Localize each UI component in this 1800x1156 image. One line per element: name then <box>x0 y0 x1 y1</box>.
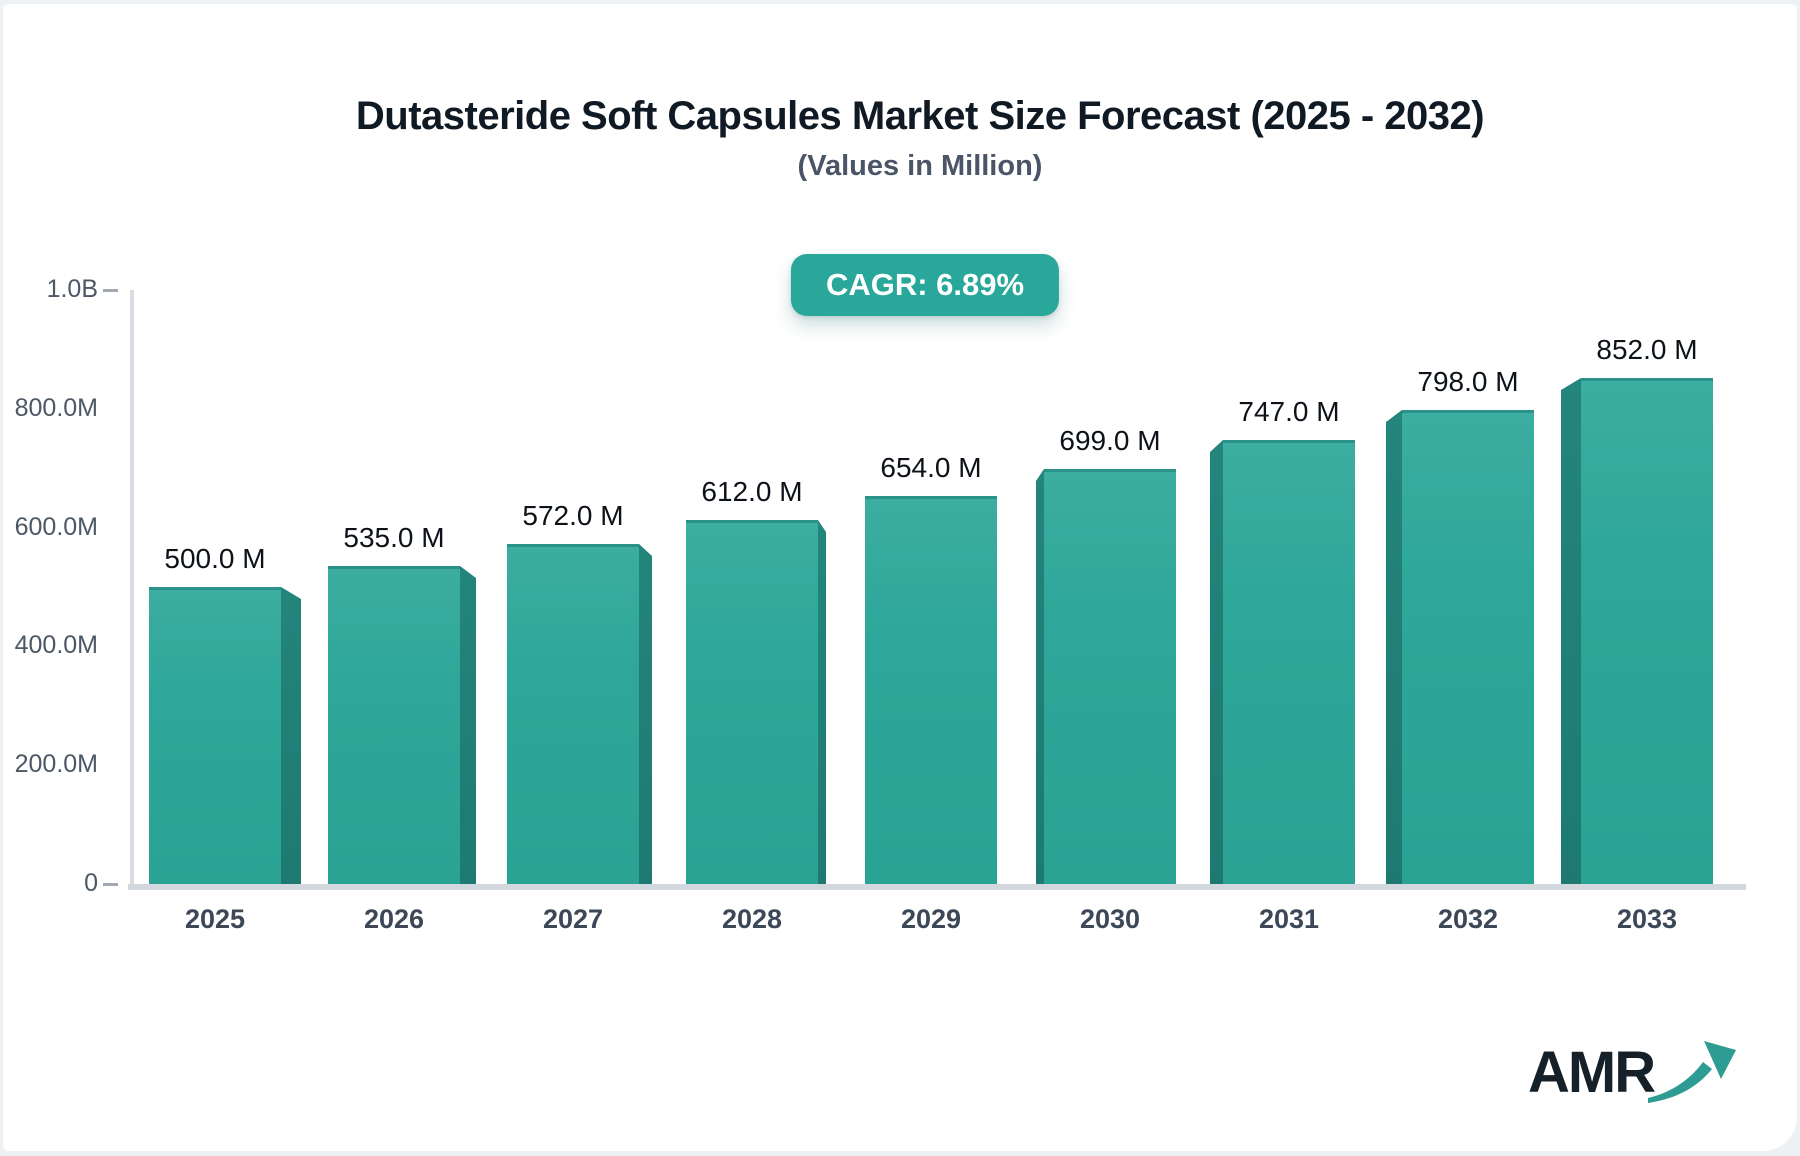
bar-value-label: 612.0 M <box>701 476 803 507</box>
cagr-badge: CAGR: 6.89% <box>790 254 1060 316</box>
amr-logo-text: AMR <box>1528 1040 1656 1105</box>
x-axis-label: 2033 <box>1616 904 1678 934</box>
bar-value-label: 572.0 M <box>522 500 624 531</box>
bar-3d-side <box>1386 410 1402 884</box>
bar-group-2028: 612.0 M 2028 <box>670 476 849 934</box>
amr-logo: AMR <box>1528 1028 1748 1118</box>
y-axis-tick-label: 400.0M <box>14 631 98 660</box>
bar-group-2030: 699.0 M 2030 <box>1028 425 1207 934</box>
y-axis-tick-label: 800.0M <box>14 393 98 422</box>
bar-3d-side <box>1210 440 1223 884</box>
bar-3d-side <box>281 587 301 884</box>
bar-group-2031: 747.0 M 2031 <box>1207 396 1386 934</box>
bar-group-2033: 852.0 M 2033 <box>1561 334 1744 934</box>
bar <box>328 566 460 884</box>
bar-3d-side <box>818 520 826 884</box>
x-axis-line <box>128 884 1746 890</box>
bar-group-2032: 798.0 M 2032 <box>1386 366 1565 934</box>
bar <box>1402 410 1534 884</box>
x-axis-label: 2029 <box>900 904 962 934</box>
bar <box>1044 469 1176 884</box>
y-axis-tick-label: 600.0M <box>14 512 98 541</box>
bar <box>1223 440 1355 884</box>
bar-value-label: 747.0 M <box>1238 396 1340 427</box>
bar-group-2027: 572.0 M 2027 <box>491 500 670 934</box>
x-axis-label: 2027 <box>542 904 604 934</box>
y-axis-tick-mark <box>103 882 118 886</box>
growth-arrow-icon <box>1646 1039 1738 1118</box>
x-axis-label: 2026 <box>363 904 425 934</box>
bar-3d-side <box>1036 469 1044 884</box>
bar-value-label: 535.0 M <box>343 522 445 553</box>
bar-value-label: 798.0 M <box>1417 366 1519 397</box>
bar-value-label: 852.0 M <box>1596 334 1698 365</box>
bar-value-label: 500.0 M <box>164 543 266 574</box>
x-axis-label: 2032 <box>1437 904 1499 934</box>
bar-value-label: 654.0 M <box>880 452 982 483</box>
bar-group-2025: 500.0 M 2025 <box>133 543 312 934</box>
y-axis-tick-mark <box>103 288 118 292</box>
bar-group-2026: 535.0 M 2026 <box>312 522 491 934</box>
bar-3d-side <box>1561 378 1581 884</box>
y-axis-tick-label: 1.0B <box>46 275 98 303</box>
bar <box>865 496 997 884</box>
chart-title: Dutasteride Soft Capsules Market Size Fo… <box>355 94 1485 138</box>
bar-3d-side <box>460 566 476 884</box>
plot-area: 500.0 M 2025 535.0 M 2026 572.0 M 2027 612.0 M… <box>133 290 1744 934</box>
x-axis-label: 2031 <box>1258 904 1320 934</box>
chart-subtitle: (Values in Million) <box>797 150 1043 182</box>
y-axis-tick-label: 0 <box>84 869 98 897</box>
bar-3d-side <box>639 544 652 884</box>
x-axis-label: 2025 <box>184 904 246 934</box>
bar <box>1581 378 1713 884</box>
x-axis-label: 2030 <box>1079 904 1141 934</box>
y-axis-tick-label: 200.0M <box>14 750 98 779</box>
x-axis-label: 2028 <box>721 904 783 934</box>
bar <box>686 520 818 884</box>
bar <box>149 587 281 884</box>
bar-value-label: 699.0 M <box>1059 425 1161 456</box>
bar <box>507 544 639 884</box>
bar-group-2029: 654.0 M 2029 <box>849 452 1028 934</box>
y-axis-line <box>130 290 134 886</box>
